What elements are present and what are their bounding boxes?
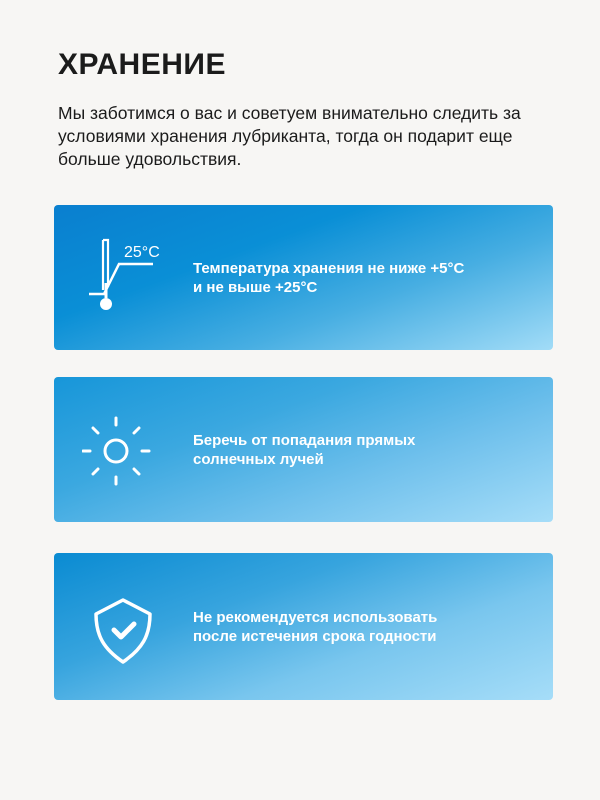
card-text-line: Не рекомендуется использовать bbox=[193, 608, 438, 626]
card-text-line: солнечных лучей bbox=[193, 450, 324, 468]
page-title: ХРАНЕНИЕ bbox=[58, 48, 226, 81]
card-text-line: и не выше +25°C bbox=[193, 278, 318, 296]
card-text-line: Беречь от попадания прямых bbox=[193, 431, 416, 449]
thermometer-icon: 25°C bbox=[89, 238, 160, 310]
card-text: Беречь от попадания прямых солнечных луч… bbox=[193, 431, 523, 469]
card-text-line: Температура хранения не ниже +5°C bbox=[193, 259, 465, 277]
intro-text: Мы заботимся о вас и советуем внимательн… bbox=[58, 103, 521, 169]
shield-check-icon bbox=[94, 598, 152, 664]
card-expiry: Не рекомендуется использовать после исте… bbox=[54, 553, 553, 700]
card-text: Не рекомендуется использовать после исте… bbox=[193, 608, 523, 646]
temperature-label: 25°C bbox=[124, 244, 160, 261]
sun-icon bbox=[82, 416, 151, 486]
card-text-line: после истечения срока годности bbox=[193, 627, 437, 645]
card-sun: Беречь от попадания прямых солнечных луч… bbox=[54, 377, 553, 522]
card-text: Температура хранения не ниже +5°C и не в… bbox=[193, 259, 523, 297]
card-temperature: 25°C Температура хранения не ниже +5°C и… bbox=[54, 205, 553, 350]
